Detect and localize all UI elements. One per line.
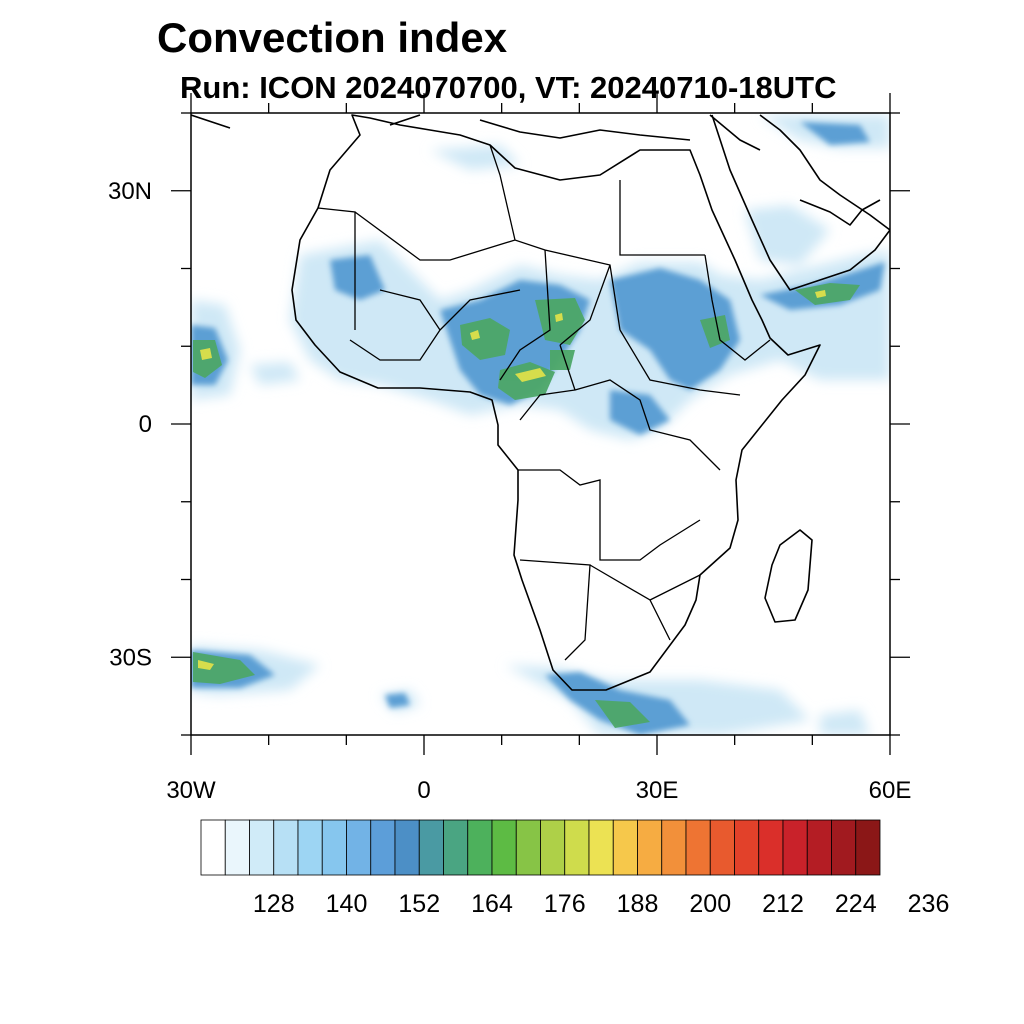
colorbar-label: 140 (326, 890, 368, 918)
colorbar-swatch (540, 819, 566, 876)
colorbar-label: 128 (253, 890, 295, 918)
colorbar-swatch (515, 819, 541, 876)
colorbar-swatch (782, 819, 808, 876)
field-yellow (198, 290, 826, 670)
colorbar-swatch (855, 819, 881, 876)
field-green (193, 283, 860, 728)
x-tick-label: 30W (166, 777, 216, 804)
y-tick-label: 0 (139, 411, 152, 438)
colorbar-swatch (370, 819, 396, 876)
colorbar-swatch (734, 819, 760, 876)
colorbar-swatch (709, 819, 735, 876)
colorbar-swatch (637, 819, 663, 876)
colorbar-swatch (418, 819, 444, 876)
colorbar-swatch (346, 819, 372, 876)
convection-field (191, 115, 890, 735)
colorbar-swatch (588, 819, 614, 876)
y-tick-label: 30N (108, 178, 152, 205)
colorbar-label: 212 (762, 890, 804, 918)
colorbar-label: 176 (544, 890, 586, 918)
colorbar-swatch (200, 819, 226, 876)
arabia-coastline (711, 114, 890, 291)
country-borders (317, 144, 771, 661)
colorbar-swatch (321, 819, 347, 876)
colorbar-label: 188 (617, 890, 659, 918)
plot-frame: 30W 0 30E 60E 30N 0 30S (108, 93, 911, 804)
colorbar-swatch (394, 819, 420, 876)
colorbar-swatch (758, 819, 784, 876)
x-tick-label: 30E (636, 777, 679, 804)
colorbar-swatch (661, 819, 687, 876)
colorbar-label: 236 (908, 890, 950, 918)
field-light (191, 115, 890, 735)
colorbar-swatch (443, 819, 469, 876)
colorbar-label: 224 (835, 890, 877, 918)
colorbar: 128 140 152 164 176 188 200 212 224 236 (200, 819, 950, 918)
colorbar-label: 164 (471, 890, 513, 918)
x-tick-label: 0 (417, 777, 430, 804)
europe-coastline (191, 114, 761, 151)
madagascar-coastline (764, 529, 813, 623)
persian-gulf (799, 199, 881, 226)
colorbar-label: 152 (398, 890, 440, 918)
chart-title: Convection index (157, 14, 508, 61)
colorbar-swatch (273, 819, 299, 876)
colorbar-label: 200 (689, 890, 731, 918)
y-tick-label: 30S (109, 644, 152, 671)
x-tick-label: 60E (869, 777, 912, 804)
chart-subtitle: Run: ICON 2024070700, VT: 20240710-18UTC (180, 70, 837, 105)
colorbar-swatch (612, 819, 638, 876)
colorbar-swatch (467, 819, 493, 876)
colorbar-swatch (564, 819, 590, 876)
colorbar-swatch (685, 819, 711, 876)
coastlines (191, 114, 890, 691)
africa-coastline (291, 114, 821, 691)
colorbar-swatch (491, 819, 517, 876)
colorbar-swatch (224, 819, 250, 876)
colorbar-swatch (806, 819, 832, 876)
colorbar-swatch (831, 819, 857, 876)
colorbar-swatch (249, 819, 275, 876)
colorbar-swatch (297, 819, 323, 876)
